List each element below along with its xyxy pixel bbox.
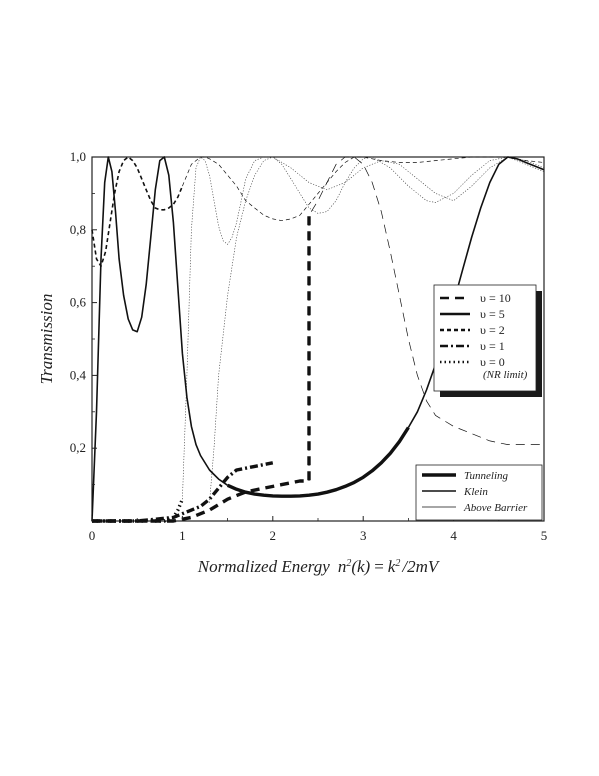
curve-v1-tunneling-0 [92, 461, 274, 523]
legend-label-v2: υ = 2 [480, 323, 505, 337]
x-formula-k-exp: 2 [395, 558, 400, 569]
above-barrier-curve-2 [209, 156, 545, 503]
y-axis-title: Transmission [37, 294, 56, 385]
potential-legend-note: (NR limit) [483, 369, 528, 381]
y-tick-label-1: 0,4 [70, 367, 87, 382]
legend-label-v0: υ = 0 [480, 355, 505, 369]
y-tick-label-3: 0,8 [70, 222, 86, 237]
curve-v10-tunneling-0 [92, 215, 311, 523]
curve-v0-tunneling-0 [92, 498, 184, 523]
potential-legend-box [433, 284, 537, 392]
x-formula-n: n [338, 557, 347, 576]
x-axis-title: Normalized Energy n2(k) = k2/2mV [197, 557, 441, 576]
curve-v5-klein-0 [91, 156, 229, 522]
x-tick-label-5: 5 [541, 528, 548, 543]
above-barrier-curve-1 [182, 156, 545, 500]
x-tick-label-4: 4 [450, 528, 457, 543]
x-tick-label-3: 3 [360, 528, 367, 543]
regime-legend: Tunneling Klein Above Barrier [415, 464, 543, 521]
x-tick-label-1: 1 [179, 528, 186, 543]
curve-v2-above-barrier-1 [182, 156, 545, 222]
x-tick-label-2: 2 [270, 528, 277, 543]
x-formula-eq: = [374, 557, 384, 576]
potential-legend: υ = 10 υ = 5 υ = 2 υ = 1 υ = 0 (NR limit) [433, 284, 542, 397]
curve-v5-klein-2 [407, 156, 545, 428]
y-tick-label-0: 0,2 [70, 440, 86, 455]
x-formula-n-exp: 2 [346, 558, 351, 569]
regime-legend-label-0: Tunneling [464, 470, 509, 482]
x-formula-k: k [388, 557, 396, 576]
curves [91, 156, 545, 523]
legend-label-v10: υ = 10 [480, 291, 511, 305]
legend-label-v5: υ = 5 [480, 307, 505, 321]
regime-legend-label-1: Klein [463, 486, 488, 498]
x-formula-rhs: /2mV [401, 557, 441, 576]
y-tick-label-2: 0,6 [70, 295, 87, 310]
x-axis-title-text: Normalized Energy [197, 557, 331, 576]
regime-legend-label-2: Above Barrier [463, 502, 528, 514]
x-formula-arg: (k) [351, 557, 370, 576]
legend-label-v1: υ = 1 [480, 339, 505, 353]
curve-v10-above-barrier-1 [308, 156, 544, 481]
curve-v2-klein-0 [91, 156, 184, 268]
x-axis-ticks: 0 1 2 3 4 5 [89, 516, 548, 543]
y-axis-ticks: 0,2 0,4 0,6 0,8 1,0 [70, 149, 97, 486]
y-tick-label-4: 1,0 [70, 149, 86, 164]
curve-v5-tunneling-1 [226, 426, 410, 498]
x-tick-label-0: 0 [89, 528, 96, 543]
